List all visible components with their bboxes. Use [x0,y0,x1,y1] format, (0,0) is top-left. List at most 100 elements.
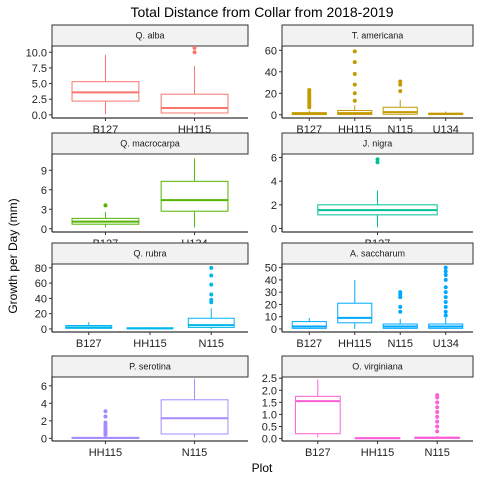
y-tick-label: 0 [271,110,277,122]
facet-strip-label: Q. macrocarpa [120,139,180,149]
box-n115 [414,393,461,439]
facet-strip-label: P. serotina [129,362,171,372]
box-b127 [291,88,327,116]
facet-strip-label: Q. rubra [133,249,166,259]
facet-panel: J. nigra0246B127 [271,132,474,250]
y-axis-title: Growth per Day (mm) [6,198,20,313]
outlier-point [398,304,403,309]
facet-strip-label: Q. alba [135,31,164,41]
y-tick-label: 4 [41,398,47,410]
iqr-box [291,321,327,329]
box-hh115 [71,409,140,439]
box-b127 [317,157,438,228]
box-hh115 [354,437,401,440]
outlier-point [435,419,440,424]
facet-strip-label: O. virginiana [352,362,403,372]
y-tick-label: 2 [271,200,277,212]
facet-panel: Q. macrocarpa0369B127U134 [41,132,249,250]
x-tick-label: HH115 [361,447,394,459]
box-u134 [160,158,229,228]
iqr-box [294,395,341,435]
outlier-point [443,295,448,300]
x-tick-label: N115 [182,447,207,459]
facet-strip [281,242,474,265]
y-tick-label: 0.0 [262,434,277,446]
iqr-box [337,302,373,324]
outlier-point [443,309,448,314]
y-tick-label: 4 [271,176,277,188]
box-b127 [65,322,113,329]
y-tick-label: 50 [265,263,277,275]
y-tick-label: 9 [41,165,47,177]
x-tick-label: HH115 [338,338,371,350]
x-tick-label: N115 [424,447,449,459]
outlier-point [352,49,357,54]
x-tick-label: U134 [433,338,459,350]
outlier-point [443,313,448,318]
outlier-point [435,424,440,429]
box-b127 [71,54,140,115]
outlier-point [398,89,403,94]
y-tick-label: 30 [265,287,277,299]
box-n115 [382,79,418,115]
iqr-box [382,106,418,115]
outlier-point [375,160,380,165]
y-tick-label: 0 [41,224,47,236]
x-tick-label: HH115 [89,447,122,459]
y-tick-label: 0 [271,324,277,336]
facet-panel: Q. rubra 0 20 40 60 80 B127 HH115 N115 [35,242,249,350]
facet-panels: Q. alba 0.0 2.5 5.0 7.5 10.0 B127 HH115 T. ameri… [26,24,474,459]
facet-strip-label: T. americana [352,31,404,41]
box-hh115 [160,45,229,115]
outlier-point [209,297,214,302]
y-tick-label: 3 [41,204,47,216]
outlier-point [352,91,357,96]
box-n115 [160,378,229,438]
outlier-point [192,45,197,50]
y-tick-label: 20 [265,299,277,311]
y-tick-label: 6 [41,185,47,197]
y-tick-label: 60 [265,45,277,57]
outlier-point [103,414,108,419]
facet-strip-label: A. saccharum [350,249,405,259]
outlier-point [443,290,448,295]
outlier-point [375,157,380,162]
facet-strip [51,355,249,378]
outlier-point [352,60,357,65]
box-b127 [71,203,140,228]
x-tick-label: B127 [296,338,322,350]
outlier-point [352,82,357,87]
facet-strip [281,132,474,155]
box-hh115 [337,49,373,115]
y-tick-label: 1.0 [262,409,277,421]
box-hh115 [337,279,373,329]
outlier-point [209,273,214,278]
x-tick-label: N115 [387,338,412,350]
facet-panel: O. virginiana 0.00.51.01.52.02.5 B127 HH115… [262,355,474,459]
y-tick-label: 10.0 [26,47,47,59]
outlier-point [209,265,214,270]
facet-strip [281,24,474,47]
outlier-point [209,292,214,297]
facet-strip [281,355,474,378]
box-u134 [428,111,464,116]
iqr-box [160,93,229,114]
y-tick-label: 40 [265,275,277,287]
y-tick-label: 2.0 [262,385,277,397]
y-tick-label: 0.5 [262,422,277,434]
x-tick-label: N115 [199,338,224,350]
outlier-point [435,393,440,398]
outlier-point [103,420,108,425]
y-tick-label: 1.5 [262,397,277,409]
outlier-point [443,304,448,309]
y-tick-label: 0 [41,324,47,336]
iqr-box [160,180,229,212]
outlier-point [398,290,403,295]
x-tick-label: B127 [76,338,102,350]
y-tick-label: 6 [41,381,47,393]
outlier-point [443,265,448,270]
